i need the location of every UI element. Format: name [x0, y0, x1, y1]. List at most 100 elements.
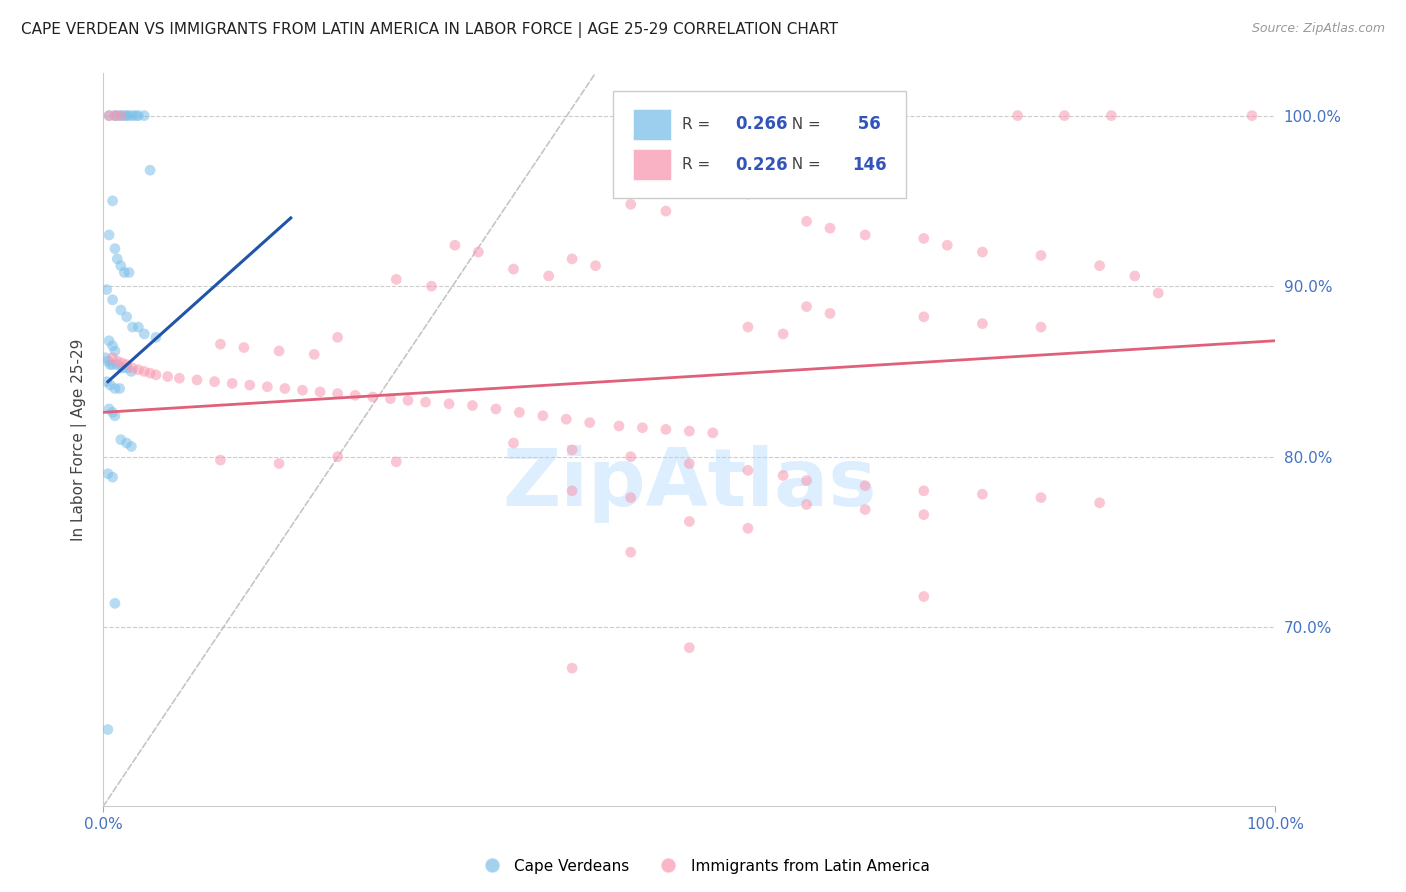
Text: ZipAtlas: ZipAtlas [502, 444, 876, 523]
Y-axis label: In Labor Force | Age 25-29: In Labor Force | Age 25-29 [72, 338, 87, 541]
Point [104, 382, 127, 396]
Point [737, 320, 759, 334]
Point [104, 109, 127, 123]
Point [1029, 491, 1052, 505]
Point [620, 450, 643, 464]
Text: R =: R = [682, 117, 716, 132]
Point [110, 109, 132, 123]
Point [561, 483, 583, 498]
Point [678, 640, 700, 655]
Point [96, 375, 118, 389]
Point [105, 252, 128, 266]
Point [420, 279, 443, 293]
Text: N =: N = [782, 157, 825, 172]
Point [134, 109, 156, 123]
Point [655, 422, 678, 436]
Point [936, 238, 959, 252]
Point [631, 420, 654, 434]
Point [607, 419, 630, 434]
Point [209, 337, 232, 351]
Point [796, 474, 818, 488]
Point [1099, 109, 1122, 123]
Point [772, 326, 794, 341]
Point [104, 409, 127, 423]
Text: 0.226: 0.226 [735, 155, 787, 174]
Point [101, 293, 124, 307]
Point [302, 347, 325, 361]
Text: 0.266: 0.266 [735, 115, 787, 133]
Point [561, 661, 583, 675]
Point [115, 436, 138, 450]
Point [169, 371, 191, 385]
Point [111, 361, 134, 376]
Point [415, 395, 437, 409]
Point [912, 310, 935, 324]
Point [101, 351, 124, 365]
Point [115, 310, 138, 324]
Point [396, 393, 419, 408]
Point [678, 457, 700, 471]
Point [912, 590, 935, 604]
Point [1053, 109, 1076, 123]
Point [112, 266, 135, 280]
Point [94, 351, 117, 365]
Point [702, 180, 724, 194]
Point [508, 405, 530, 419]
Point [118, 109, 141, 123]
Point [145, 330, 167, 344]
Point [97, 467, 120, 481]
Point [121, 320, 143, 334]
Point [655, 204, 678, 219]
Point [853, 502, 876, 516]
Point [115, 109, 138, 123]
Point [127, 320, 149, 334]
Point [104, 596, 127, 610]
Point [1029, 248, 1052, 262]
Point [108, 382, 131, 396]
Point [104, 343, 127, 358]
Point [326, 330, 349, 344]
Point [537, 268, 560, 283]
Point [101, 470, 124, 484]
FancyBboxPatch shape [633, 149, 671, 180]
Point [139, 366, 162, 380]
Point [97, 723, 120, 737]
Point [555, 412, 578, 426]
Text: R =: R = [682, 157, 716, 172]
Point [578, 416, 600, 430]
FancyBboxPatch shape [613, 91, 907, 198]
Point [134, 364, 156, 378]
Point [97, 354, 120, 368]
Point [98, 109, 121, 123]
Point [134, 326, 156, 341]
Point [112, 109, 135, 123]
Point [104, 242, 127, 256]
Point [232, 341, 254, 355]
Point [104, 109, 127, 123]
Point [561, 252, 583, 266]
Point [531, 409, 554, 423]
Point [204, 375, 226, 389]
Point [110, 433, 132, 447]
Point [125, 109, 148, 123]
Text: 146: 146 [852, 155, 887, 174]
Point [385, 272, 408, 286]
Point [121, 361, 143, 376]
Point [115, 358, 138, 372]
Point [115, 361, 138, 376]
Point [620, 491, 643, 505]
Point [105, 354, 128, 368]
Point [120, 364, 142, 378]
FancyBboxPatch shape [633, 109, 671, 140]
Point [105, 109, 128, 123]
Point [98, 227, 121, 242]
Point [127, 362, 149, 376]
Point [221, 376, 243, 391]
Point [1147, 285, 1170, 300]
Point [361, 390, 384, 404]
Point [737, 521, 759, 535]
Text: N =: N = [782, 117, 825, 132]
Point [502, 262, 524, 277]
Point [1007, 109, 1029, 123]
Point [912, 231, 935, 245]
